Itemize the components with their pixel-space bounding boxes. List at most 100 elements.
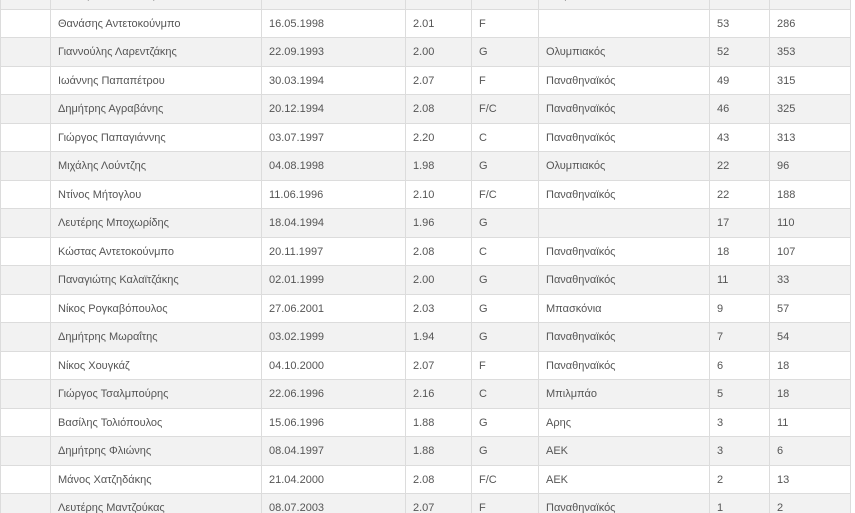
team: Ολυμπιακός [538,38,709,66]
points: 2 [769,494,852,513]
points: 188 [769,180,852,208]
position: G [471,294,538,322]
birth-date: 27.06.2001 [261,294,405,322]
points: 18 [769,351,852,379]
team: Παναθηναϊκός [538,323,709,351]
games: 53 [709,9,769,37]
player-name: Δημήτρης Αγραβάνης [50,95,261,123]
points: 313 [769,123,852,151]
points: 6 [769,437,852,465]
table-row: Νίκος Χουγκάζ 04.10.2000 2.07 F Παναθηναϊκός… [0,351,852,380]
position: G [471,323,538,351]
games: 3 [709,437,769,465]
table-row: Γιαννούλης Λαρεντζάκης 22.09.1993 2.00 G Ολυ… [0,38,851,67]
games: 22 [709,152,769,180]
games: 18 [709,237,769,265]
table-row: Δημήτρης Φλιώνης 08.04.1997 1.88 G ΑΕΚ 3 6 [0,437,851,466]
position: F/C [471,95,538,123]
position: F [471,351,538,379]
games: 5 [709,380,769,408]
games: 3 [709,408,769,436]
table-row: Νίκος Ρογκαβόπουλος 27.06.2001 2.03 G Μπασκό… [0,294,851,323]
height: 1.94 [405,323,471,351]
position: G [471,437,538,465]
birth-date: 04.08.1998 [261,152,405,180]
games: 52 [709,38,769,66]
position: G [471,38,538,66]
height: 2.00 [405,38,471,66]
table-row: Βασίλης Τολιόπουλος 15.06.1996 1.88 G Αρης 3 1… [0,408,851,437]
table-row: Δημήτρης Αγραβάνης 20.12.1994 2.08 F/C Παναθ… [0,95,851,124]
team: Παναθηναϊκός [538,266,709,294]
team: Μπιλμπάο [538,380,709,408]
table-row: Δημήτρης Μωραΐτης 03.02.1999 1.94 G Παναθηνα… [0,323,851,352]
height: 2.00 [405,266,471,294]
birth-date: 03.02.1999 [261,323,405,351]
position: F [471,0,538,9]
points: 315 [769,66,852,94]
table-row: Γιώργος Παπαγιάννης 03.07.1997 2.20 C Παναθη… [0,123,852,152]
team: Μπασκόνια [538,294,709,322]
games: 46 [709,95,769,123]
position: G [471,408,538,436]
height: 1.88 [405,408,471,436]
birth-date: 03.07.1997 [261,123,405,151]
table-row: Λευτέρης Μαντζούκας 08.07.2003 2.07 F Παναθη… [0,494,851,513]
position: F [471,494,538,513]
points: 325 [769,95,852,123]
team: Μιλγουόκι Μπακς [538,0,709,9]
points: 107 [769,237,852,265]
table-row: Θανάσης Αντετοκούνμπο 16.05.1998 2.01 F 53 28… [0,9,851,38]
birth-date: 08.04.1997 [261,437,405,465]
team: Παναθηναϊκός [538,123,709,151]
player-name: Λευτέρης Μαντζούκας [50,494,261,513]
games: 11 [709,266,769,294]
player-name: Ιωάννης Παπαπέτρου [50,66,261,94]
team: Παναθηναϊκός [538,351,709,379]
player-name: Γιώργος Τσαλμπούρης [50,380,261,408]
table-row: Γιάννης Αντετοκούνμπο06.12.19942.11FΜιλγ… [0,0,851,10]
games: 17 [709,209,769,237]
height: 2.07 [405,351,471,379]
height: 1.88 [405,437,471,465]
table-row: Ντίνος Μήτογλου 11.06.1996 2.10 F/C Παναθηνα… [0,180,852,209]
height: 2.11 [405,0,471,9]
team: ΑΕΚ [538,437,709,465]
height: 2.10 [405,180,471,208]
table-row: Ιωάννης Παπαπέτρου 30.03.1994 2.07 F Παναθην… [0,66,852,95]
points: 353 [769,38,852,66]
games: 43 [709,123,769,151]
birth-date: 16.05.1998 [261,9,405,37]
height: 2.20 [405,123,471,151]
position: F [471,66,538,94]
player-name: Γιάννης Αντετοκούνμπο [50,0,261,9]
points: 110 [769,209,852,237]
player-name: Μιχάλης Λούντζης [50,152,261,180]
birth-date: 30.03.1994 [261,66,405,94]
player-name: Ντίνος Μήτογλου [50,180,261,208]
games: 6 [709,351,769,379]
player-name: Δημήτρης Φλιώνης [50,437,261,465]
table-row: Μάνος Χατζηδάκης 21.04.2000 2.08 F/C ΑΕΚ 2 13 [0,465,851,494]
games: 2 [709,465,769,493]
team: Παναθηναϊκός [538,237,709,265]
table-row: Κώστας Αντετοκούνμπο 20.11.1997 2.08 C Παναθ… [0,237,852,266]
position: C [471,123,538,151]
points: 18 [769,380,852,408]
birth-date: 21.04.2000 [261,465,405,493]
player-name: Λευτέρης Μποχωρίδης [50,209,261,237]
player-name: Μάνος Χατζηδάκης [50,465,261,493]
team [538,9,709,37]
birth-date: 20.12.1994 [261,95,405,123]
height: 2.08 [405,237,471,265]
position: F [471,9,538,37]
height: 1.96 [405,209,471,237]
birth-date: 02.01.1999 [261,266,405,294]
position: G [471,209,538,237]
height: 2.16 [405,380,471,408]
position: F/C [471,180,538,208]
birth-date: 06.12.1994 [261,0,405,9]
birth-date: 18.04.1994 [261,209,405,237]
player-name: Γιώργος Παπαγιάννης [50,123,261,151]
position: F/C [471,465,538,493]
